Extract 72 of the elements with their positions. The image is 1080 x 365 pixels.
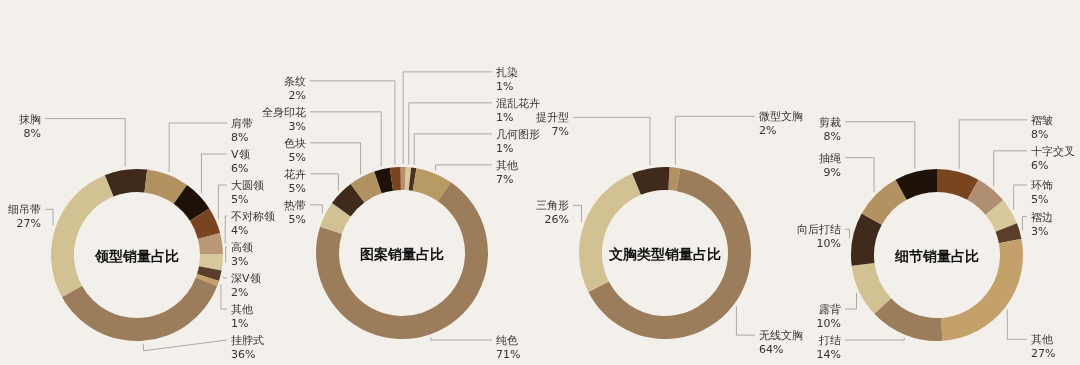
slice-label: 环饰 bbox=[1031, 178, 1053, 192]
slice-label: 全身印花 bbox=[262, 105, 306, 119]
slice-label: 抹胸 bbox=[19, 112, 41, 126]
slice-label: 深V领 bbox=[231, 272, 261, 285]
slice-label: 提升型 bbox=[536, 111, 569, 125]
slice-label: 扎染 bbox=[496, 65, 518, 79]
slice-label: 三角形 bbox=[536, 199, 569, 213]
slice-label: 大圆领 bbox=[231, 179, 264, 192]
data-label: 36% bbox=[231, 348, 256, 361]
slice-label: 热带 bbox=[284, 198, 306, 212]
slice-label: 纯色 bbox=[496, 334, 518, 347]
slice-label: 其他 bbox=[231, 303, 253, 316]
data-label: 6% bbox=[1031, 158, 1049, 172]
slice-label: 几何图形 bbox=[496, 127, 540, 141]
slice-label: 高领 bbox=[231, 241, 253, 254]
data-label: 5% bbox=[1031, 192, 1049, 206]
slice-label: 无线文胸 bbox=[759, 329, 803, 343]
data-label: 2% bbox=[759, 124, 777, 138]
slice-label: 其他 bbox=[1031, 333, 1053, 347]
data-label: 27% bbox=[1031, 347, 1056, 361]
data-label: 3% bbox=[288, 119, 306, 133]
data-label: 1% bbox=[496, 110, 514, 124]
slice-label: 条纹 bbox=[284, 74, 306, 88]
data-label: 7% bbox=[551, 125, 569, 139]
slice-label: 微型文胸 bbox=[759, 110, 803, 124]
data-label: 2% bbox=[231, 286, 249, 299]
data-label: 8% bbox=[1031, 127, 1049, 141]
text: 细节销量占比 bbox=[894, 248, 979, 264]
slice-label: 褶皱 bbox=[1031, 113, 1053, 127]
data-label: 8% bbox=[823, 129, 841, 143]
slice-label: 露背 bbox=[819, 303, 841, 316]
data-label: 71% bbox=[496, 348, 521, 361]
data-label: 1% bbox=[496, 141, 514, 155]
data-label: 8% bbox=[23, 126, 41, 140]
data-label: 5% bbox=[288, 212, 306, 226]
text: 文胸类型销量占比 bbox=[608, 246, 721, 262]
data-label: 7% bbox=[496, 172, 514, 186]
data-label: 1% bbox=[231, 317, 249, 330]
slice-label: V领 bbox=[231, 148, 250, 161]
data-label: 10% bbox=[816, 237, 841, 251]
data-label: 27% bbox=[16, 217, 41, 231]
slice-label: 挂脖式 bbox=[231, 334, 264, 347]
slice-label: 细吊带 bbox=[8, 203, 41, 217]
slice-label: 混乱花卉 bbox=[496, 96, 540, 110]
text: 图案销量占比 bbox=[360, 246, 444, 262]
data-label: 5% bbox=[288, 181, 306, 195]
data-label: 5% bbox=[288, 150, 306, 164]
slice-label: 肩带 bbox=[231, 117, 253, 130]
data-label: 14% bbox=[816, 348, 841, 361]
slice-label: 其他 bbox=[496, 158, 518, 172]
slice-label: 色块 bbox=[284, 136, 306, 150]
data-label: 2% bbox=[288, 88, 306, 102]
data-label: 5% bbox=[231, 193, 249, 206]
slice-label: 褶边 bbox=[1031, 210, 1053, 224]
slice-label: 花卉 bbox=[284, 167, 306, 181]
data-label: 64% bbox=[759, 343, 784, 357]
text: 领型销量占比 bbox=[94, 248, 179, 264]
data-label: 6% bbox=[231, 162, 249, 175]
slice-label: 十字交叉 bbox=[1031, 144, 1075, 158]
data-label: 1% bbox=[496, 79, 514, 93]
data-label: 26% bbox=[544, 213, 569, 227]
slice-label: 剪裁 bbox=[819, 115, 841, 129]
slice-label: 不对称领 bbox=[231, 210, 275, 223]
slice-label: 向后打结 bbox=[797, 223, 841, 237]
data-label: 3% bbox=[231, 255, 249, 268]
data-label: 9% bbox=[823, 165, 841, 179]
data-label: 3% bbox=[1031, 224, 1049, 238]
data-label: 8% bbox=[231, 131, 249, 144]
slice-label: 抽绳 bbox=[819, 151, 841, 165]
data-label: 4% bbox=[231, 224, 249, 237]
slice-label: 打结 bbox=[818, 334, 841, 347]
data-label: 10% bbox=[816, 317, 841, 330]
